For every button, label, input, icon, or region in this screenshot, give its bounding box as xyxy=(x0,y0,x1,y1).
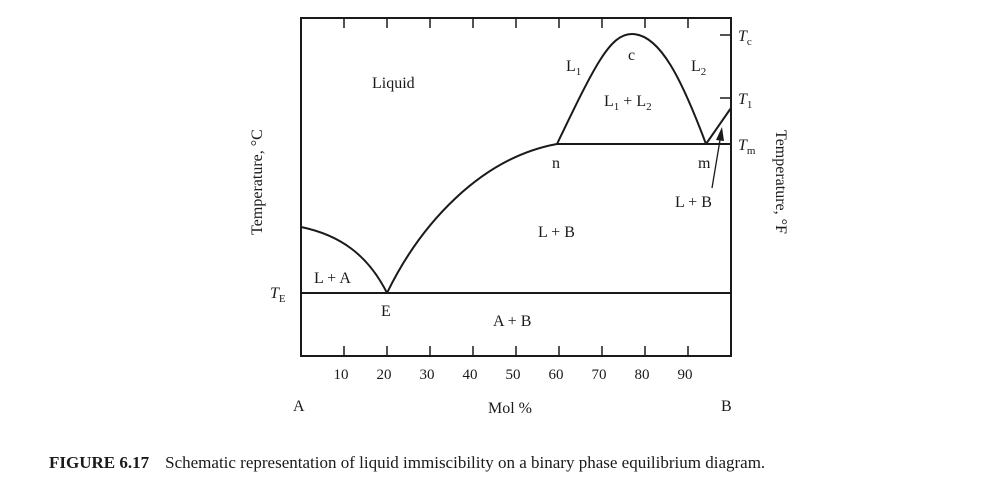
temp-te: TE xyxy=(270,285,286,305)
caption-text: Schematic representation of liquid immis… xyxy=(165,453,766,472)
plot-frame xyxy=(300,17,732,357)
component-a-label: A xyxy=(293,398,305,415)
temp-tc: Tc xyxy=(738,28,752,48)
region-l-plus-a: L + A xyxy=(314,270,351,287)
l-plus-b-arrow xyxy=(711,127,724,189)
x-tick-label: 60 xyxy=(549,367,564,383)
phase-diagram: Liquid L1 L2 L1 + L2 L + A L + B L + B A… xyxy=(249,17,789,417)
y-axis-label-left: Temperature, °C xyxy=(249,129,266,235)
liquidus-a xyxy=(300,226,388,294)
x-tick-label: 40 xyxy=(463,367,478,383)
phase-boundaries xyxy=(300,32,732,294)
x-tick-label: 50 xyxy=(506,367,521,383)
x-tick-label: 30 xyxy=(420,367,435,383)
x-tick-label: 70 xyxy=(592,367,607,383)
x-axis-label: Mol % xyxy=(488,400,532,417)
figure-caption: FIGURE 6.17 Schematic representation of l… xyxy=(49,453,969,473)
x-tick-label: 10 xyxy=(334,367,349,383)
point-c: c xyxy=(628,47,635,64)
miscibility-gap xyxy=(556,32,707,145)
figure-number: FIGURE 6.17 xyxy=(49,453,150,472)
bottom-ticks xyxy=(343,346,689,356)
region-liquid: Liquid xyxy=(372,75,415,92)
region-l1: L1 xyxy=(566,58,581,78)
point-e: E xyxy=(381,303,391,320)
x-tick-label: 80 xyxy=(635,367,650,383)
x-tick-labels: 10 20 30 40 50 60 70 80 90 xyxy=(334,367,693,383)
liquidus-b xyxy=(386,143,558,294)
point-n: n xyxy=(552,155,560,172)
region-l-plus-b-right: L + B xyxy=(675,194,712,211)
region-l2: L2 xyxy=(691,58,706,78)
right-ticks xyxy=(720,34,731,145)
region-l-plus-b-center: L + B xyxy=(538,224,575,241)
point-m: m xyxy=(698,155,711,172)
x-tick-label: 20 xyxy=(377,367,392,383)
top-ticks xyxy=(343,18,689,28)
region-l1-l2: L1 + L2 xyxy=(604,93,652,113)
component-b-label: B xyxy=(721,398,732,415)
region-a-plus-b: A + B xyxy=(493,313,531,330)
y-axis-label-right: Temperature, °F xyxy=(772,130,789,234)
temp-tm: Tm xyxy=(738,137,756,157)
temp-t1: T1 xyxy=(738,91,752,111)
liquidus-b-right xyxy=(705,107,732,145)
x-tick-label: 90 xyxy=(678,367,693,383)
